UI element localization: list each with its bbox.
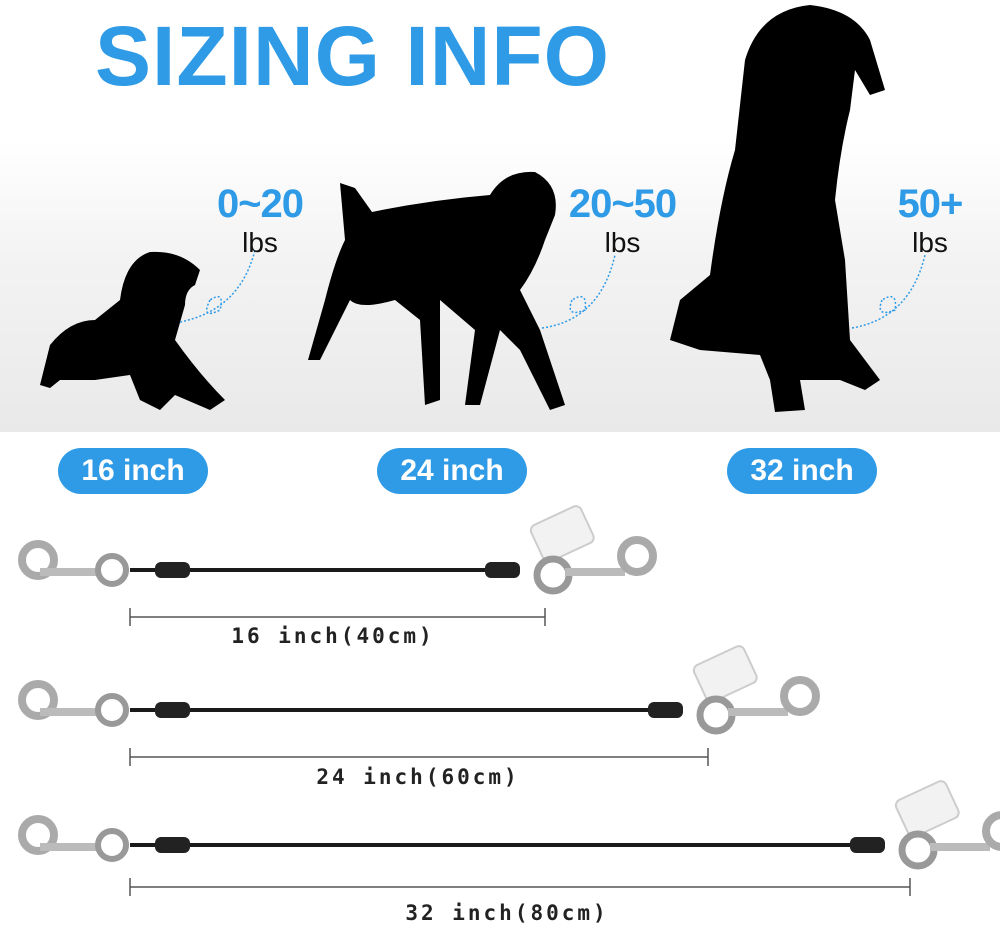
snap-hook-body (40, 843, 100, 851)
cable-crimp (850, 837, 885, 853)
size-pill-large: 32 inch (727, 448, 877, 494)
swivel-ring (95, 828, 129, 862)
snap-hook (982, 811, 1000, 851)
leash-length-label-32: 32 inch(80cm) (405, 901, 609, 925)
swivel-ring (533, 555, 573, 595)
weight-label-small: 0~20 lbs (205, 182, 315, 259)
swivel-ring (898, 830, 938, 870)
seat-belt-buckle (894, 780, 960, 838)
medium-dog-silhouette (308, 171, 565, 410)
swivel-ring (696, 695, 736, 735)
weight-value: 0~20 (216, 182, 304, 226)
cable-crimp (648, 702, 683, 718)
weight-label-large: 50+ lbs (880, 182, 980, 259)
cable-crimp (155, 837, 190, 853)
cable-crimp (155, 702, 190, 718)
snap-hook-body (40, 568, 100, 576)
snap-hook (18, 680, 58, 720)
size-pill-medium: 24 inch (377, 448, 527, 494)
weight-value: 50+ (897, 182, 964, 226)
leash-curve-3 (851, 254, 926, 329)
snap-hook-body (40, 708, 100, 716)
leash-curve-1 (179, 249, 256, 323)
leash-length-label-16: 16 inch(40cm) (231, 624, 435, 648)
small-dog-silhouette (40, 251, 225, 410)
weight-unit: lbs (604, 227, 641, 258)
snap-hook-body (930, 843, 990, 851)
page-title: SIZING INFO (95, 9, 610, 103)
large-dog-silhouette (670, 5, 885, 412)
snap-hook (617, 536, 657, 576)
snap-hook (18, 815, 58, 855)
leash-length-label-24: 24 inch(60cm) (316, 765, 520, 789)
snap-hook (18, 540, 58, 580)
seat-belt-buckle (692, 645, 758, 703)
weight-unit: lbs (242, 227, 278, 258)
snap-hook-body (565, 568, 625, 576)
size-pill-small: 16 inch (58, 448, 208, 494)
cable-crimp (155, 562, 190, 578)
weight-value: 20~50 (568, 182, 677, 226)
swivel-ring (95, 693, 129, 727)
snap-hook-body (728, 708, 788, 716)
weight-label-medium: 20~50 lbs (555, 182, 690, 259)
leash-curve-2 (541, 254, 616, 329)
swivel-ring (95, 553, 129, 587)
weight-unit: lbs (912, 227, 948, 258)
seat-belt-buckle (529, 505, 595, 563)
cable-crimp (485, 562, 520, 578)
snap-hook (780, 676, 820, 716)
